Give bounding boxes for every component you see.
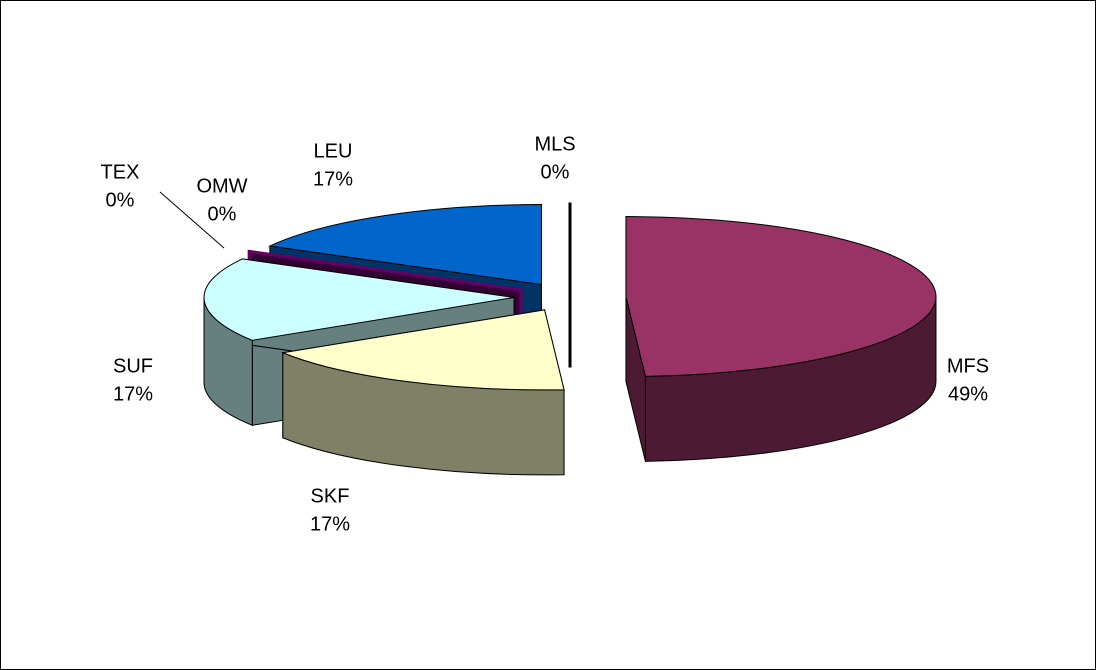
slice-label: MFS (947, 355, 989, 377)
slice-value-label: 0% (106, 189, 135, 211)
slice-label: TEX (101, 161, 140, 183)
slice-label: SUF (113, 355, 153, 377)
slice-value-label: 0% (208, 203, 237, 225)
leader-line (159, 191, 225, 249)
slice (280, 309, 565, 391)
slice-value-label: 0% (541, 161, 570, 183)
slice (625, 216, 937, 377)
slice-value-label: 17% (113, 383, 153, 405)
slice (268, 204, 542, 286)
slice-label: OMW (196, 175, 247, 197)
slice-label: SKF (311, 485, 350, 507)
slice-value-label: 49% (948, 383, 988, 405)
slice-label: MLS (534, 133, 575, 155)
slice-value-label: 17% (313, 168, 353, 190)
slice-label: LEU (314, 140, 353, 162)
slice-value-label: 17% (310, 513, 350, 535)
slice (203, 258, 515, 341)
